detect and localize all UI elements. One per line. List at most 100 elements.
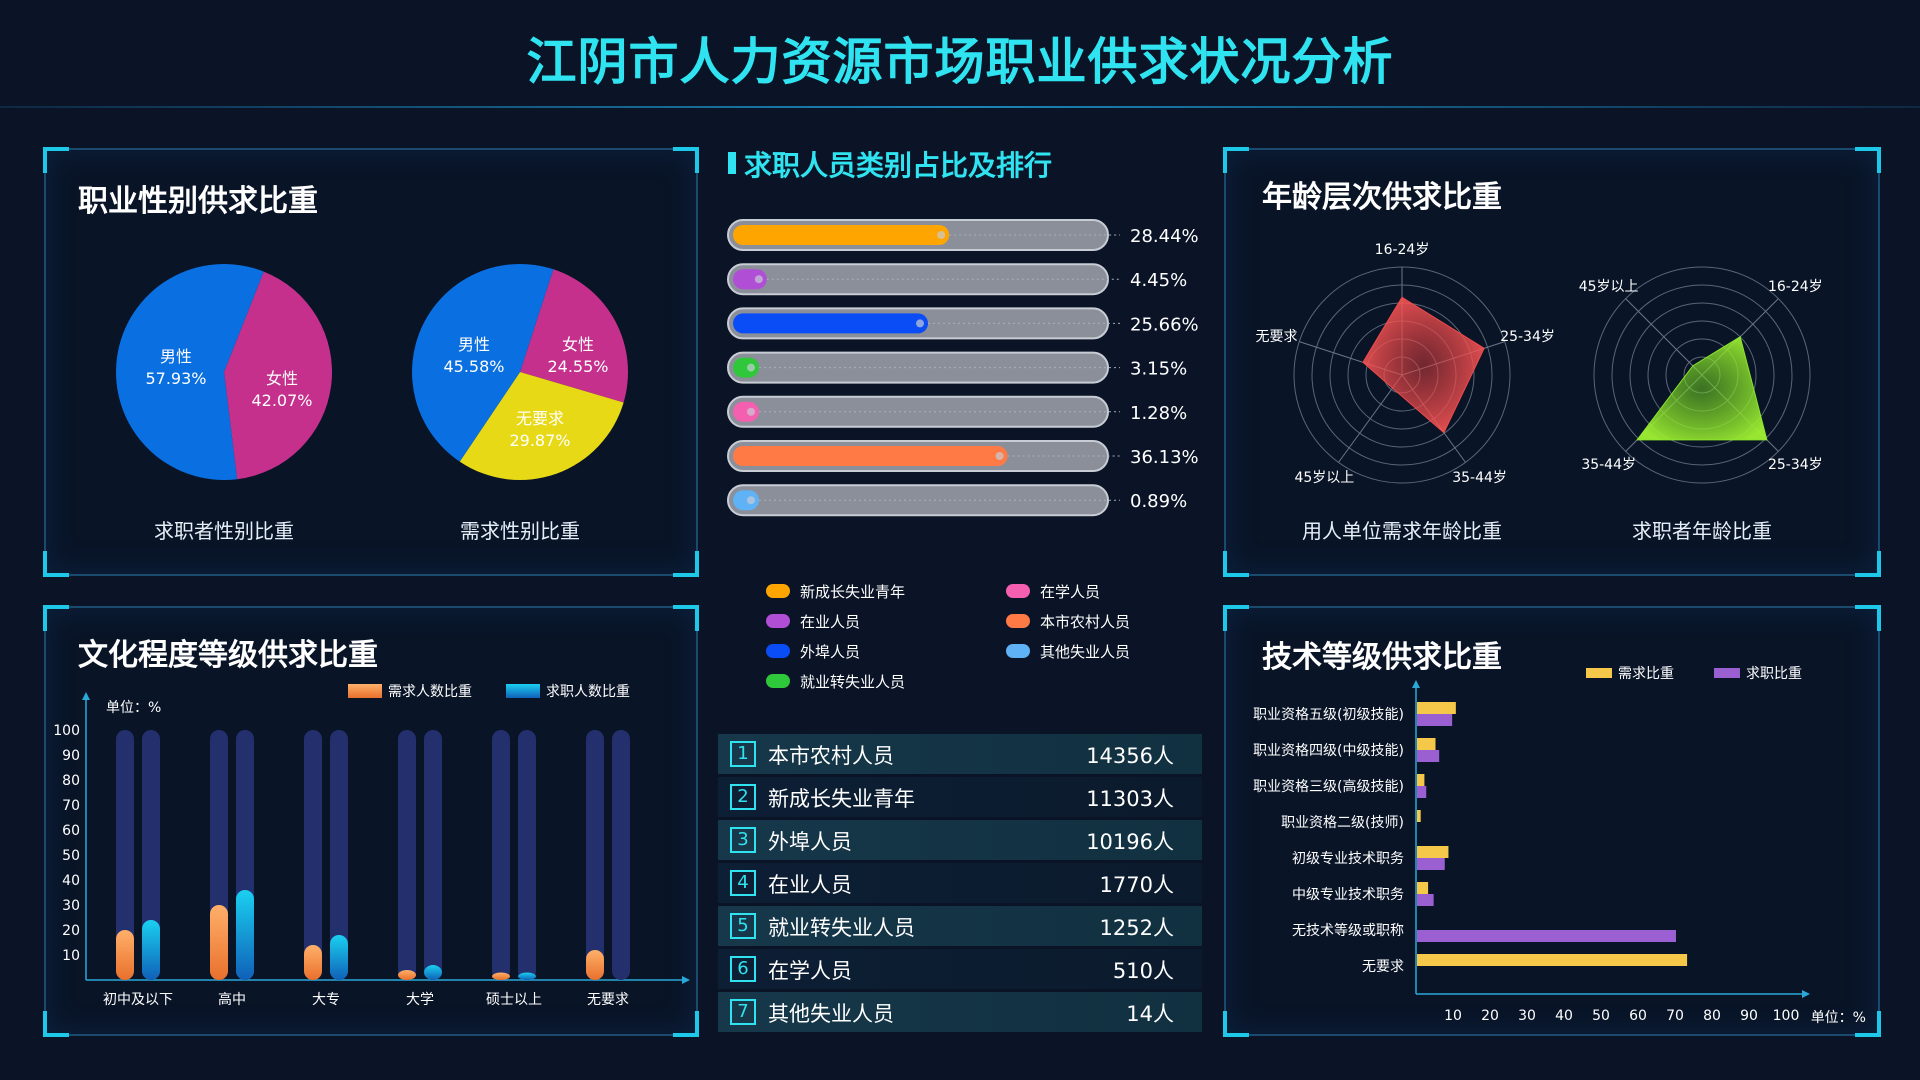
ranking-row: 6 在学人员 510人 (718, 949, 1202, 989)
skill-bar (1417, 786, 1427, 798)
ranking-number: 6 (730, 956, 756, 982)
radar-ring (1611, 284, 1793, 466)
legend-label: 新成长失业青年 (800, 583, 905, 601)
edu-bar (518, 972, 536, 980)
pie-slice (115, 264, 264, 480)
x-tick-label: 硕士以上 (486, 992, 542, 1008)
x-tick-label: 高中 (218, 991, 246, 1008)
radar-ring (1593, 266, 1811, 484)
pie-slice (459, 372, 624, 481)
edu-bar (210, 905, 228, 980)
category-bar-value: 36.13% (1130, 447, 1199, 468)
pie-chart-caption: 需求性别比重 (460, 519, 580, 543)
y-tick-label: 20 (62, 923, 80, 939)
page-title: 江阴市人力资源市场职业供求状况分析 (526, 33, 1394, 91)
category-bar-chart: 28.44% 4.45% 25.66% 3.15% 1.28% 36.13% 0.89% 新成… (727, 219, 1199, 691)
x-tick-label: 大学 (406, 992, 434, 1008)
age-radar-charts: 16-24岁25-34岁35-44岁45岁以上无要求用人单位需求年龄比重16-2… (1255, 242, 1823, 543)
pie-slice (224, 271, 332, 480)
x-tick-label: 90 (1740, 1008, 1758, 1024)
x-tick-label: 10 (1444, 1008, 1462, 1024)
category-bar-value: 25.66% (1130, 314, 1199, 335)
radar-axis-label: 25-34岁 (1768, 457, 1823, 473)
radar-chart-caption: 求职者年龄比重 (1632, 519, 1772, 543)
legend-swatch (1586, 668, 1612, 678)
x-tick-label: 大专 (312, 992, 340, 1008)
ranking-count: 11303人 (1086, 787, 1174, 811)
category-bar (733, 446, 1008, 466)
edu-bar-track (424, 730, 442, 980)
radar-axis-label: 45岁以上 (1579, 279, 1639, 295)
edu-bar (330, 935, 348, 980)
ranking-count: 14人 (1126, 1002, 1174, 1026)
ranking-number: 5 (730, 913, 756, 939)
radar-spoke (1338, 374, 1403, 463)
legend-swatch (766, 674, 790, 688)
ranking-name: 就业转失业人员 (768, 916, 915, 940)
legend-swatch (348, 684, 382, 698)
edu-bar-track (398, 730, 416, 980)
x-tick-label: 20 (1481, 1008, 1499, 1024)
skill-bar (1417, 714, 1453, 726)
y-tick-label: 无要求 (1362, 959, 1404, 975)
category-bar-knob (747, 363, 755, 372)
y-tick-label: 10 (62, 948, 80, 964)
pie-slice-value: 24.55% (547, 357, 608, 376)
pie-slice-label: 女性 (266, 369, 298, 388)
radar-area (1362, 296, 1485, 434)
edu-bar (304, 945, 322, 980)
education-panel-title: 文化程度等级供求比重 (78, 638, 378, 673)
skill-bar (1417, 882, 1429, 894)
category-section-title: 求职人员类别占比及排行 (744, 149, 1053, 182)
y-tick-label: 职业资格四级(中级技能) (1253, 743, 1404, 759)
legend-swatch (1006, 644, 1030, 658)
ranking-number: 4 (730, 870, 756, 896)
education-bar-chart: 单位：% 10 20 30 40 50 60 70 80 90 100 初中及以下 高中 大专 大学 硕士以上… (53, 684, 690, 1008)
y-tick-label: 30 (62, 898, 80, 914)
edu-bar-track (612, 730, 630, 980)
y-tick-label: 中级专业技术职务 (1292, 887, 1404, 903)
category-bar-knob (754, 275, 763, 284)
ranking-name: 在业人员 (768, 873, 852, 897)
skill-bar (1417, 846, 1449, 858)
ranking-number: 1 (730, 741, 756, 767)
ranking-row: 4 在业人员 1770人 (718, 863, 1202, 903)
ranking-name: 其他失业人员 (768, 1002, 894, 1026)
radar-chart-caption: 用人单位需求年龄比重 (1302, 519, 1502, 543)
category-bar-knob (937, 231, 946, 239)
pie-slice-value: 45.58% (443, 357, 504, 376)
radar-axis-label: 45岁以上 (1294, 470, 1354, 486)
category-section: 求职人员类别占比及排行 28.44% 4.45% 25.66% 3.15% 1.28% 3… (718, 140, 1208, 1040)
legend-label: 需求人数比重 (388, 684, 472, 700)
category-bar (733, 225, 950, 245)
ranking-name: 外埠人员 (768, 830, 852, 854)
x-tick-label: 无要求 (587, 992, 629, 1008)
pie-slice-label: 男性 (458, 335, 490, 354)
ranking-number: 7 (730, 999, 756, 1025)
category-bar-value: 1.28% (1130, 403, 1187, 424)
legend-swatch (766, 644, 790, 658)
edu-bar-track (116, 730, 134, 980)
ranking-count: 510人 (1112, 959, 1174, 983)
title-divider (0, 106, 1920, 108)
edu-bar-track (518, 730, 536, 980)
pie-slice (412, 264, 554, 462)
edu-bar-track (304, 730, 322, 980)
x-axis-unit: 单位：% (1811, 1010, 1866, 1026)
ranking-count: 10196人 (1086, 830, 1174, 854)
skill-bar-chart: 10 20 30 40 50 60 70 80 90 100 单位：% 职业资格五级(初级技能) 职业资… (1253, 666, 1866, 1026)
category-bar-track (727, 484, 1109, 517)
gender-panel-title: 职业性别供求比重 (78, 184, 318, 219)
radar-spoke (1625, 298, 1703, 376)
ranking-row: 7 其他失业人员 14人 (718, 992, 1202, 1032)
radar-axis-label: 16-24岁 (1375, 242, 1430, 258)
radar-axis-label: 35-44岁 (1452, 470, 1507, 486)
y-tick-label: 60 (62, 823, 80, 839)
y-tick-label: 职业资格三级(高级技能) (1253, 778, 1404, 795)
legend-label: 求职人数比重 (546, 684, 630, 700)
pie-slice-value: 42.07% (251, 391, 312, 410)
y-tick-label: 70 (62, 798, 80, 814)
legend-label: 在学人员 (1040, 583, 1100, 601)
radar-axis-label: 35-44岁 (1581, 457, 1636, 473)
y-tick-label: 50 (62, 848, 80, 864)
